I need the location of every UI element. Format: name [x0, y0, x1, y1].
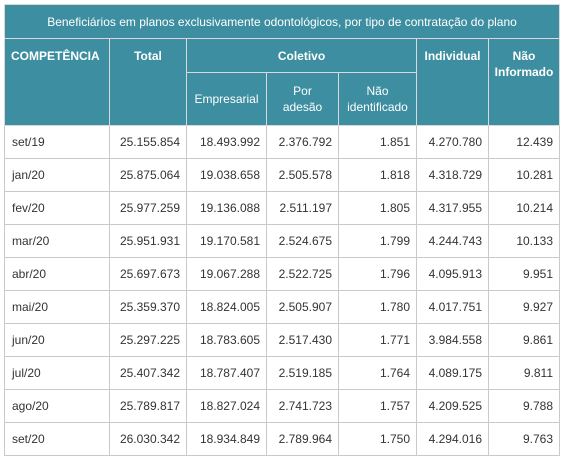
cell-por-adesao: 2.522.725	[266, 257, 339, 291]
beneficiarios-table: Beneficiários em planos exclusivamente o…	[3, 4, 561, 456]
cell-total: 26.030.342	[109, 422, 187, 456]
cell-competencia: jul/20	[4, 356, 110, 390]
cell-por-adesao: 2.524.675	[266, 224, 339, 258]
table-row: jun/20 25.297.225 18.783.605 2.517.430 1…	[4, 323, 561, 357]
cell-competencia: jan/20	[4, 158, 110, 192]
cell-total: 25.977.259	[109, 191, 187, 225]
cell-por-adesao: 2.519.185	[266, 356, 339, 390]
header-nao-informado-line2: Informado	[494, 65, 554, 79]
cell-empresarial: 19.170.581	[186, 224, 267, 258]
cell-por-adesao: 2.376.792	[266, 125, 339, 159]
header-total: Total	[109, 38, 187, 126]
cell-empresarial: 18.824.005	[186, 290, 267, 324]
cell-por-adesao: 2.741.723	[266, 389, 339, 423]
cell-nao-informado: 9.861	[487, 323, 561, 357]
cell-nao-informado: 9.951	[487, 257, 561, 291]
cell-nao-informado: 10.214	[487, 191, 561, 225]
cell-individual: 4.017.751	[416, 290, 489, 324]
header-competencia: COMPETÊNCIA	[4, 38, 110, 126]
cell-por-adesao: 2.505.578	[266, 158, 339, 192]
cell-nao-informado: 9.927	[487, 290, 561, 324]
header-por-adesao-line2: adesão	[282, 100, 323, 114]
cell-empresarial: 19.038.658	[186, 158, 267, 192]
cell-individual: 4.294.016	[416, 422, 489, 456]
cell-empresarial: 18.934.849	[186, 422, 267, 456]
cell-nao-identificado: 1.780	[338, 290, 417, 324]
cell-total: 25.697.673	[109, 257, 187, 291]
header-individual: Individual	[416, 38, 489, 126]
cell-nao-informado: 10.281	[487, 158, 561, 192]
cell-por-adesao: 2.511.197	[266, 191, 339, 225]
cell-total: 25.789.817	[109, 389, 187, 423]
cell-individual: 4.317.955	[416, 191, 489, 225]
cell-empresarial: 18.493.992	[186, 125, 267, 159]
cell-nao-informado: 9.788	[487, 389, 561, 423]
header-nao-identificado-line2: identificado	[347, 100, 408, 114]
cell-total: 25.155.854	[109, 125, 187, 159]
cell-individual: 4.318.729	[416, 158, 489, 192]
cell-competencia: abr/20	[4, 257, 110, 291]
header-nao-identificado-line1: Não	[366, 84, 389, 98]
cell-total: 25.407.342	[109, 356, 187, 390]
cell-nao-informado: 12.439	[487, 125, 561, 159]
cell-empresarial: 18.787.407	[186, 356, 267, 390]
cell-nao-identificado: 1.818	[338, 158, 417, 192]
cell-empresarial: 18.827.024	[186, 389, 267, 423]
cell-por-adesao: 2.789.964	[266, 422, 339, 456]
table-header: Beneficiários em planos exclusivamente o…	[3, 4, 561, 126]
cell-nao-identificado: 1.851	[338, 125, 417, 159]
cell-nao-identificado: 1.771	[338, 323, 417, 357]
table-row: set/20 26.030.342 18.934.849 2.789.964 1…	[4, 422, 561, 456]
data-table-container: Beneficiários em planos exclusivamente o…	[3, 4, 561, 456]
table-row: fev/20 25.977.259 19.136.088 2.511.197 1…	[4, 191, 561, 225]
cell-por-adesao: 2.505.907	[266, 290, 339, 324]
cell-nao-identificado: 1.764	[338, 356, 417, 390]
cell-total: 25.951.931	[109, 224, 187, 258]
cell-competencia: jun/20	[4, 323, 110, 357]
cell-competencia: mai/20	[4, 290, 110, 324]
cell-individual: 4.095.913	[416, 257, 489, 291]
cell-por-adesao: 2.517.430	[266, 323, 339, 357]
cell-individual: 4.244.743	[416, 224, 489, 258]
cell-competencia: fev/20	[4, 191, 110, 225]
cell-nao-identificado: 1.805	[338, 191, 417, 225]
header-nao-informado-line1: Não	[512, 49, 536, 63]
table-row: ago/20 25.789.817 18.827.024 2.741.723 1…	[4, 389, 561, 423]
cell-total: 25.359.370	[109, 290, 187, 324]
cell-nao-informado: 10.133	[487, 224, 561, 258]
cell-nao-identificado: 1.796	[338, 257, 417, 291]
cell-individual: 4.209.525	[416, 389, 489, 423]
cell-nao-identificado: 1.757	[338, 389, 417, 423]
cell-competencia: set/20	[4, 422, 110, 456]
cell-individual: 4.089.175	[416, 356, 489, 390]
cell-total: 25.297.225	[109, 323, 187, 357]
cell-individual: 4.270.780	[416, 125, 489, 159]
table-row: set/19 25.155.854 18.493.992 2.376.792 1…	[4, 125, 561, 159]
header-coletivo: Coletivo	[186, 38, 417, 73]
cell-nao-identificado: 1.750	[338, 422, 417, 456]
cell-empresarial: 18.783.605	[186, 323, 267, 357]
table-body: set/19 25.155.854 18.493.992 2.376.792 1…	[4, 125, 561, 456]
cell-competencia: mar/20	[4, 224, 110, 258]
header-empresarial: Empresarial	[186, 72, 267, 126]
cell-total: 25.875.064	[109, 158, 187, 192]
table-row: jan/20 25.875.064 19.038.658 2.505.578 1…	[4, 158, 561, 192]
cell-individual: 3.984.558	[416, 323, 489, 357]
table-row: abr/20 25.697.673 19.067.288 2.522.725 1…	[4, 257, 561, 291]
cell-competencia: ago/20	[4, 389, 110, 423]
table-row: jul/20 25.407.342 18.787.407 2.519.185 1…	[4, 356, 561, 390]
cell-empresarial: 19.136.088	[186, 191, 267, 225]
header-por-adesao: Por adesão	[266, 72, 339, 126]
header-nao-identificado: Não identificado	[338, 72, 417, 126]
header-nao-informado: Não Informado	[487, 38, 561, 126]
cell-competencia: set/19	[4, 125, 110, 159]
cell-empresarial: 19.067.288	[186, 257, 267, 291]
cell-nao-informado: 9.763	[487, 422, 561, 456]
cell-nao-informado: 9.811	[487, 356, 561, 390]
table-row: mai/20 25.359.370 18.824.005 2.505.907 1…	[4, 290, 561, 324]
cell-nao-identificado: 1.799	[338, 224, 417, 258]
header-por-adesao-line1: Por	[293, 84, 312, 98]
table-row: mar/20 25.951.931 19.170.581 2.524.675 1…	[4, 224, 561, 258]
table-caption: Beneficiários em planos exclusivamente o…	[3, 4, 561, 39]
